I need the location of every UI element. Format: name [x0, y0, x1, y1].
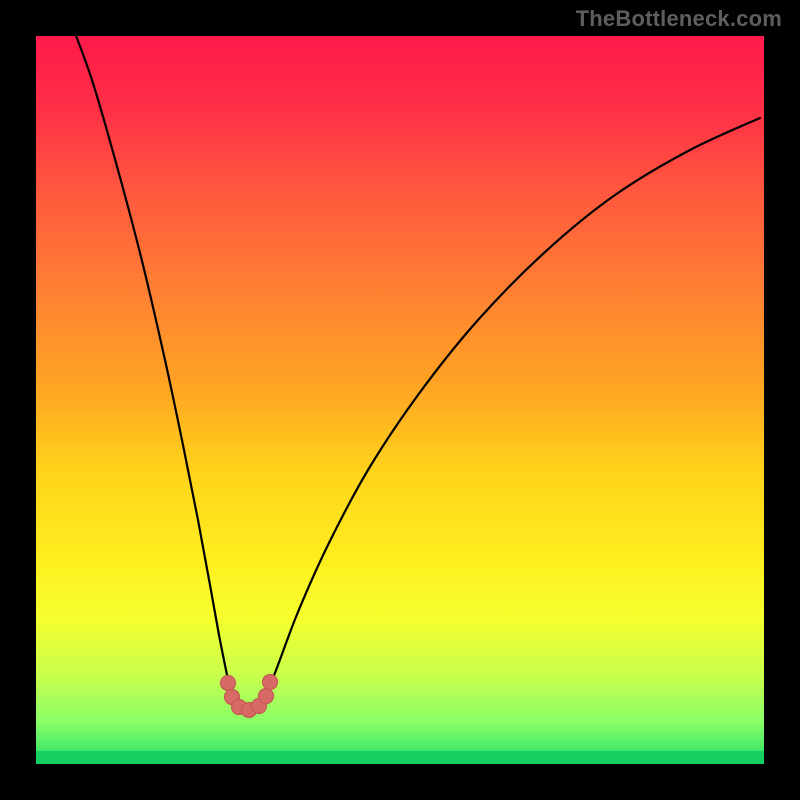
- chart-frame: TheBottleneck.com: [0, 0, 800, 800]
- bottleneck-curve-chart: [0, 0, 800, 800]
- trough-marker: [259, 689, 274, 704]
- trough-marker: [221, 676, 236, 691]
- plot-bottom-band: [36, 751, 764, 764]
- plot-background: [36, 36, 764, 764]
- watermark-text: TheBottleneck.com: [576, 6, 782, 32]
- trough-marker: [263, 675, 278, 690]
